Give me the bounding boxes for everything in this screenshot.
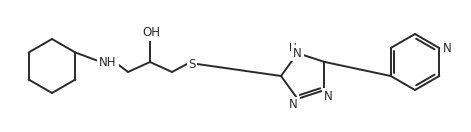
Text: NH: NH — [99, 55, 117, 69]
Text: N: N — [289, 98, 298, 111]
Text: OH: OH — [142, 27, 160, 39]
Text: N: N — [443, 41, 452, 55]
Text: H: H — [289, 43, 296, 53]
Text: N: N — [293, 47, 302, 60]
Text: S: S — [188, 58, 195, 70]
Text: N: N — [324, 90, 333, 103]
